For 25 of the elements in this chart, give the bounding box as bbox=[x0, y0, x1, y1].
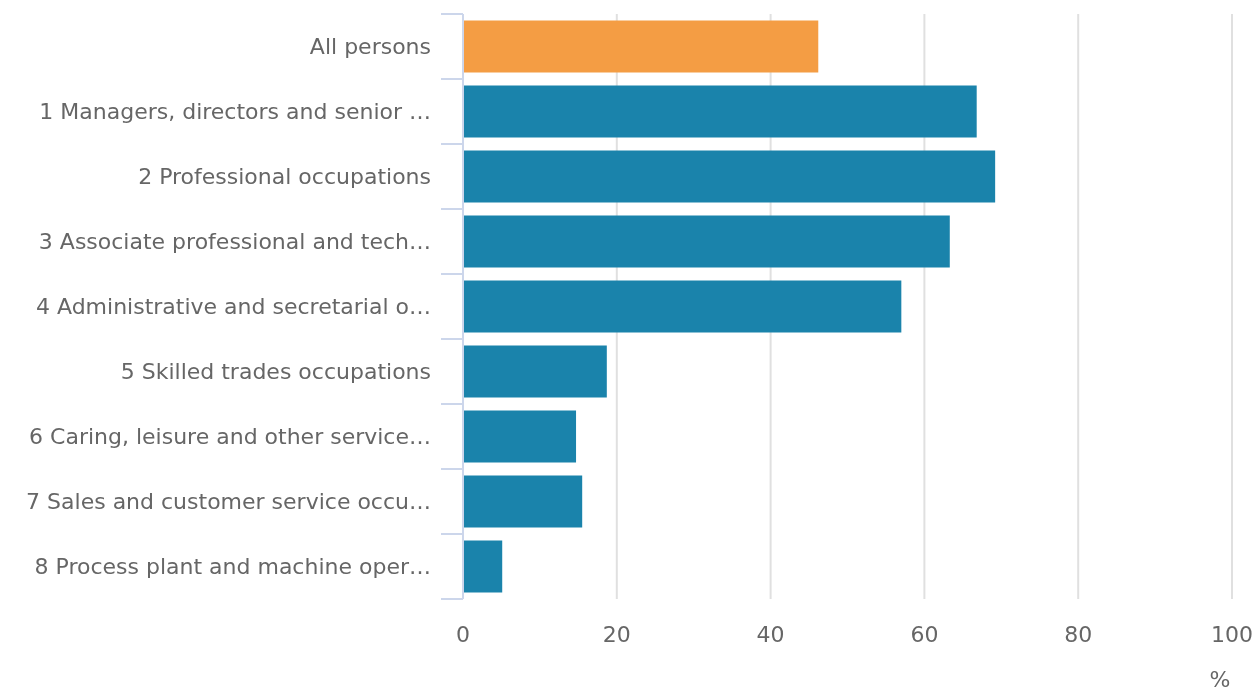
bar bbox=[463, 540, 503, 593]
bar bbox=[463, 150, 996, 203]
bar bbox=[463, 20, 819, 73]
y-tick-label: 4 Administrative and secretarial o… bbox=[35, 294, 431, 320]
x-tick-label: 60 bbox=[910, 622, 939, 647]
x-tick-label: 40 bbox=[756, 622, 785, 647]
bar bbox=[463, 215, 950, 268]
bar bbox=[463, 410, 577, 463]
y-tick-label: 3 Associate professional and tech… bbox=[38, 229, 431, 255]
bar bbox=[463, 345, 607, 398]
bar bbox=[463, 475, 583, 528]
bar bbox=[463, 280, 902, 333]
x-tick-label: 80 bbox=[1064, 622, 1093, 647]
y-tick-label: 1 Managers, directors and senior … bbox=[39, 99, 431, 125]
x-tick-label: 0 bbox=[456, 622, 470, 647]
y-tick-label: 2 Professional occupations bbox=[138, 164, 431, 190]
y-tick-label: 6 Caring, leisure and other service… bbox=[29, 424, 431, 450]
x-axis-title: % bbox=[1209, 667, 1231, 692]
bar bbox=[463, 85, 977, 138]
y-tick-label: 5 Skilled trades occupations bbox=[120, 359, 431, 385]
x-tick-label: 100 bbox=[1211, 622, 1253, 647]
y-tick-label: 8 Process plant and machine oper… bbox=[34, 554, 431, 580]
x-tick-label: 20 bbox=[602, 622, 631, 647]
y-tick-label: All persons bbox=[309, 34, 431, 60]
y-tick-label: 7 Sales and customer service occu… bbox=[26, 489, 431, 515]
